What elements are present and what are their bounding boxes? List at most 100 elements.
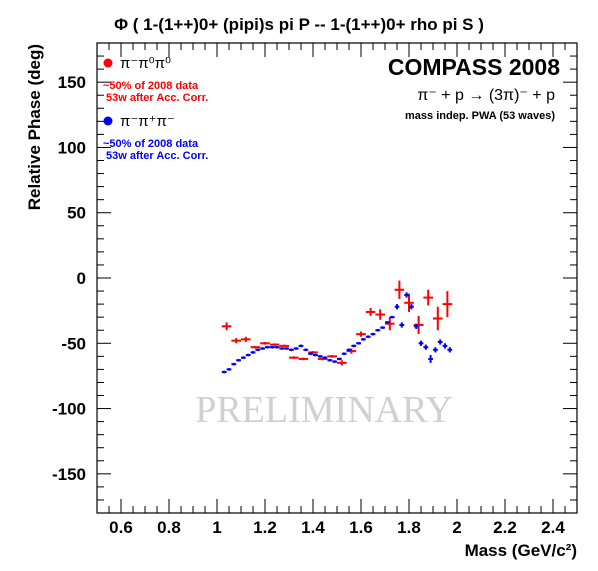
y-tick-label: 50: [67, 204, 86, 223]
data-point: [322, 356, 328, 359]
x-tick-label: 0.6: [109, 518, 133, 537]
y-tick-label: -50: [61, 334, 86, 353]
x-tick-label: 1: [212, 518, 221, 537]
legend-marker-neutral: [103, 58, 113, 68]
data-point: [394, 304, 400, 310]
data-point: [337, 360, 347, 366]
data-point: [231, 362, 237, 366]
data-point: [298, 357, 309, 361]
data-point: [361, 338, 366, 341]
data-point: [394, 280, 405, 299]
data-point: [226, 368, 232, 371]
x-tick-label: 1.8: [397, 518, 421, 537]
data-point: [289, 356, 299, 359]
data-point: [245, 353, 251, 357]
x-tick-label: 0.8: [157, 518, 181, 537]
data-point: [433, 347, 438, 353]
series-0: [221, 280, 453, 366]
x-tick-label: 2.4: [541, 518, 565, 537]
data-point: [385, 321, 390, 324]
data-point: [442, 291, 453, 318]
data-point: [221, 322, 232, 331]
data-point: [274, 345, 280, 349]
data-series: [221, 280, 453, 374]
data-point: [423, 344, 429, 350]
data-point: [269, 343, 280, 346]
data-point: [341, 352, 347, 356]
data-point: [375, 328, 381, 332]
data-point: [289, 348, 294, 352]
x-tick-label: 1.6: [349, 518, 373, 537]
data-point: [404, 292, 409, 298]
data-point: [423, 289, 433, 306]
series-1: [221, 292, 453, 374]
data-point: [389, 315, 395, 319]
data-point: [241, 356, 246, 359]
data-point: [356, 331, 366, 337]
legend-note-neutral-1: ~50% of 2008 data: [103, 80, 199, 92]
legend: π⁻π⁰π⁰ ~50% of 2008 data 53w after Acc. …: [103, 55, 208, 162]
data-point: [447, 347, 453, 353]
data-point: [284, 347, 289, 350]
data-point: [265, 345, 270, 349]
y-tick-label: 100: [58, 138, 86, 157]
data-point: [327, 355, 337, 358]
data-point: [269, 345, 275, 349]
data-point: [221, 370, 227, 374]
data-point: [442, 343, 448, 349]
y-tick-label: -100: [52, 400, 86, 419]
data-point: [413, 323, 419, 329]
y-tick-label: -150: [52, 465, 86, 484]
legend-note-neutral-2: 53w after Acc. Corr.: [106, 92, 208, 104]
x-tick-label: 1.2: [253, 518, 277, 537]
x-tick-labels: 0.6 0.8 1 1.2 1.4 1.6 1.8 2 2.2 2.4: [109, 518, 565, 537]
data-point: [303, 348, 309, 352]
data-point: [404, 293, 414, 312]
y-tick-label: 150: [58, 73, 86, 92]
data-point: [250, 351, 256, 354]
y-axis-label: Relative Phase (deg): [25, 44, 44, 210]
data-point: [293, 347, 299, 350]
data-point: [279, 347, 285, 350]
data-point: [279, 344, 289, 348]
data-point: [418, 340, 424, 346]
x-tick-label: 2: [452, 518, 461, 537]
data-point: [365, 335, 371, 339]
data-point: [260, 347, 265, 350]
legend-label-charged: π⁻π⁺π⁻: [120, 113, 175, 130]
x-axis-label: Mass (GeV/c²): [465, 541, 577, 560]
data-point: [370, 332, 376, 336]
data-point: [375, 309, 385, 320]
data-point: [308, 352, 313, 356]
data-point: [337, 357, 342, 361]
data-point: [433, 306, 443, 331]
data-point: [437, 339, 443, 345]
data-point: [356, 341, 361, 345]
data-point: [260, 341, 270, 345]
axis-ticks: [96, 42, 578, 514]
x-tick-label: 1.4: [301, 518, 325, 537]
data-point: [241, 336, 251, 342]
x-tick-label: 2.2: [493, 518, 517, 537]
data-point: [409, 304, 414, 310]
data-point: [346, 348, 352, 352]
data-point: [332, 360, 337, 363]
data-point: [365, 308, 376, 316]
chart-title: Φ ( 1-(1++)0+ (pipi)s pi P -- 1-(1++)0+ …: [114, 15, 484, 34]
data-point: [255, 348, 261, 352]
data-point: [313, 353, 318, 357]
data-point: [317, 355, 323, 358]
legend-label-neutral: π⁻π⁰π⁰: [120, 55, 171, 72]
data-point: [250, 345, 261, 349]
y-tick-labels: 150 100 50 0 -50 -100 -150: [52, 73, 86, 484]
data-point: [351, 344, 357, 348]
legend-note-charged-2: 53w after Acc. Corr.: [106, 150, 208, 162]
y-tick-label: 0: [77, 269, 86, 288]
legend-note-charged-1: ~50% of 2008 data: [103, 138, 199, 150]
data-point: [428, 355, 433, 363]
data-point: [231, 338, 241, 344]
legend-marker-charged: [103, 116, 113, 126]
analysis-note: mass indep. PWA (53 waves): [405, 110, 555, 122]
data-point: [399, 322, 405, 328]
